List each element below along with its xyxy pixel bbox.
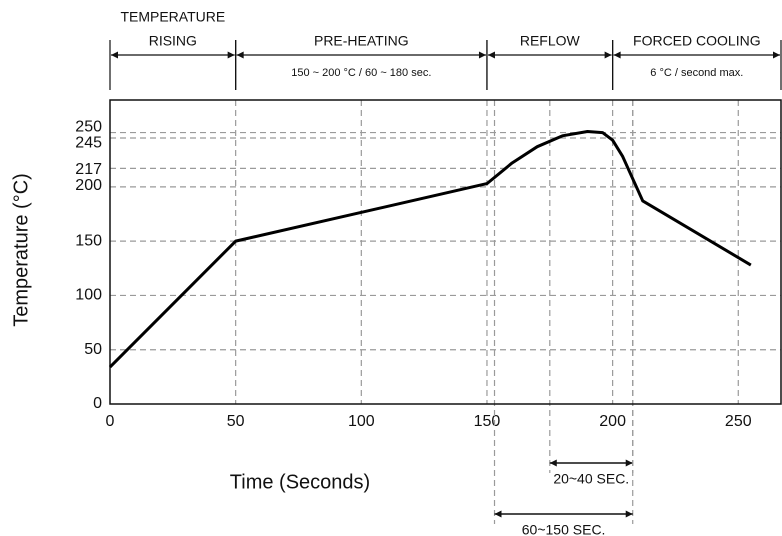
data-line [108, 129, 752, 369]
bracket-label: 20~40 SEC. [553, 471, 629, 487]
y-tick-label: 245 [75, 135, 102, 152]
phase-label: REFLOW [520, 33, 581, 49]
y-tick-label: 100 [75, 287, 102, 304]
y-tick-label: 50 [84, 341, 102, 358]
x-tick-label: 0 [106, 413, 115, 430]
x-tick-label: 250 [725, 413, 752, 430]
y-axis-label: Temperature (°C) [10, 173, 32, 327]
plot-frame [109, 99, 782, 405]
y-tick-label: 250 [75, 119, 102, 136]
phase-label: TEMPERATURE [120, 9, 225, 25]
phase-label: RISING [149, 33, 197, 49]
phase-note: 6 °C / second max. [650, 67, 743, 79]
x-tick-label: 150 [474, 413, 501, 430]
phase-label: PRE-HEATING [314, 33, 409, 49]
x-tick-label: 50 [227, 413, 245, 430]
phase-label: FORCED COOLING [633, 33, 761, 49]
y-tick-label: 150 [75, 232, 102, 249]
bracket-label: 60~150 SEC. [522, 522, 606, 536]
x-axis-label: Time (Seconds) [230, 471, 370, 493]
y-tick-label: 200 [75, 177, 102, 194]
y-tick-label: 0 [93, 395, 102, 412]
phase-note: 150 ~ 200 °C / 60 ~ 180 sec. [291, 67, 431, 79]
x-tick-label: 200 [599, 413, 626, 430]
x-tick-label: 100 [348, 413, 375, 430]
y-tick-label: 217 [75, 161, 102, 178]
